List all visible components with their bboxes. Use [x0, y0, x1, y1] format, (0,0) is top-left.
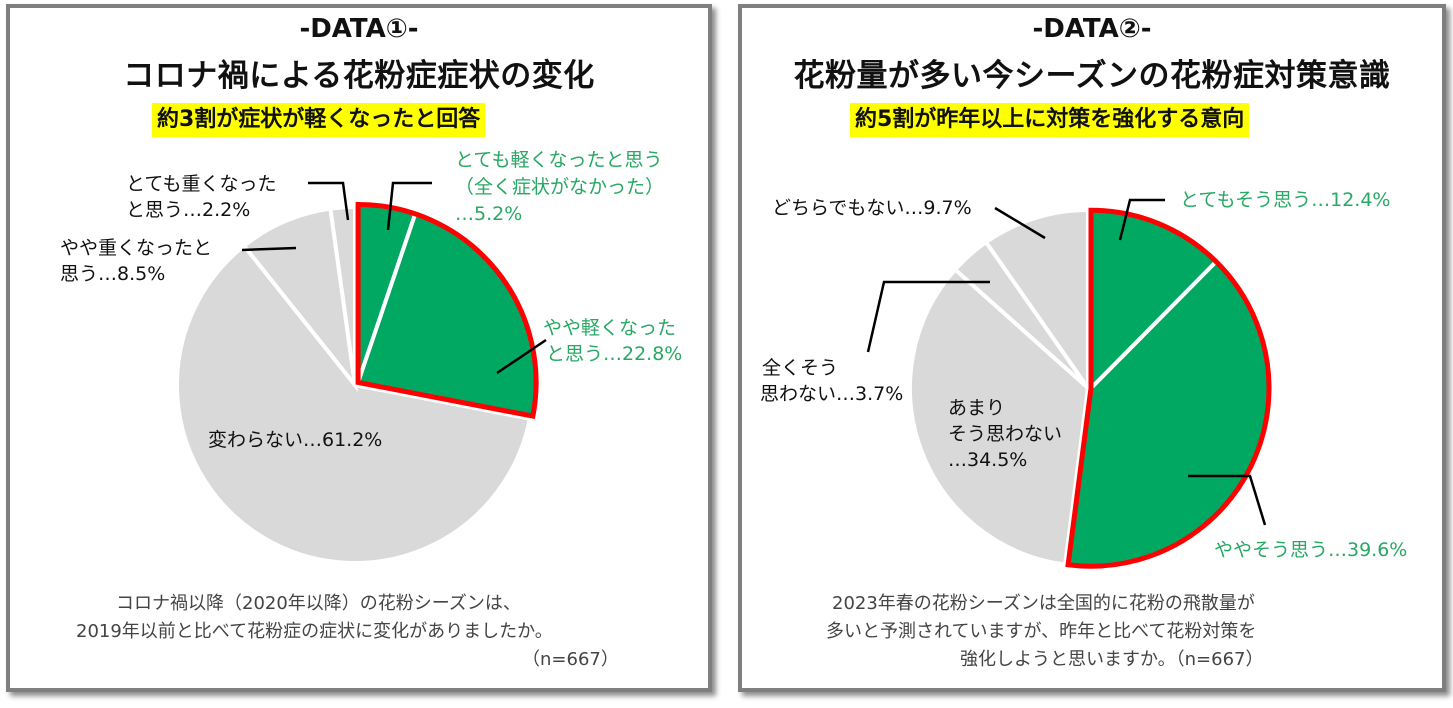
- leader-line: [308, 181, 350, 221]
- label-disagree-1: あまり: [948, 397, 1006, 419]
- label-bit-heavier-2: 思う…8.5%: [60, 263, 166, 285]
- leader-line: [1188, 474, 1267, 526]
- label-very-heavier-1: とても重くなった: [126, 173, 277, 195]
- pie-slice: [175, 242, 533, 565]
- chart-title: コロナ禍による花粉症症状の変化: [123, 58, 595, 94]
- leader-line: [866, 280, 990, 353]
- label-bit-lighter-1: やや軽くなった: [543, 317, 677, 339]
- label-very-lighter-2: （全く症状がなかった）: [455, 176, 665, 198]
- chart-panel-1: -DATA①- コロナ禍による花粉症症状の変化 約3割が症状が軽くなったと回答: [6, 4, 712, 692]
- pie-chart-1: [175, 201, 539, 565]
- question-note-1: コロナ禍以降（2020年以降）の花粉シーズンは、: [116, 593, 521, 614]
- label-very-lighter-3: …5.2%: [455, 203, 523, 225]
- label-strongly-disagree-2: 思わない…3.7%: [760, 383, 904, 405]
- leader-lines: [241, 181, 1267, 526]
- question-note-3: （n=667）: [522, 649, 619, 670]
- label-unchanged: 変わらない…61.2%: [208, 429, 383, 451]
- label-agree: ややそう思う…39.6%: [1214, 539, 1408, 561]
- pie-slice: [328, 204, 357, 386]
- highlight-outline: [355, 201, 539, 420]
- question-note-3: 強化しようと思いますか。（n=667）: [960, 649, 1264, 670]
- leader-line: [241, 246, 297, 252]
- label-bit-lighter-2: と思う…22.8%: [546, 343, 683, 365]
- pie-slice: [983, 207, 1090, 395]
- label-very-heavier-2: と思う…2.2%: [126, 199, 251, 221]
- pie-chart-2: [908, 207, 1272, 569]
- leader-line: [386, 181, 432, 231]
- label-disagree-3: …34.5%: [948, 449, 1028, 471]
- label-strongly-agree: とてもそう思う…12.4%: [1180, 189, 1391, 211]
- leader-line: [994, 206, 1046, 240]
- question-note-2: 多いと予測されていますが、昨年と比べて花粉対策を: [826, 621, 1257, 642]
- label-bit-heavier-1: やや重くなったと: [60, 237, 213, 259]
- pie-slice: [908, 266, 1091, 567]
- label-neutral: どちらでもない…9.7%: [772, 197, 972, 219]
- label-disagree-2: そう思わない: [948, 423, 1063, 445]
- chart-title: 花粉量が多い今シーズンの花粉症対策意識: [793, 58, 1391, 94]
- label-very-lighter-1: とても軽くなったと思う: [455, 149, 663, 171]
- panel-tag: -DATA②-: [1032, 14, 1152, 44]
- highlight-outline: [1065, 207, 1272, 569]
- panel-tag: -DATA①-: [299, 14, 419, 44]
- highlight-text: 約5割が昨年以上に対策を強化する意向: [850, 103, 1250, 137]
- question-note-1: 2023年春の花粉シーズンは全国的に花粉の飛散量が: [832, 593, 1255, 614]
- question-note-2: 2019年以前と比べて花粉症の症状に変化がありましたか。: [76, 621, 553, 642]
- leader-line: [1118, 198, 1165, 241]
- label-strongly-disagree-1: 全くそう: [762, 357, 839, 379]
- leader-line: [496, 338, 547, 375]
- highlight-text: 約3割が症状が軽くなったと回答: [152, 103, 486, 137]
